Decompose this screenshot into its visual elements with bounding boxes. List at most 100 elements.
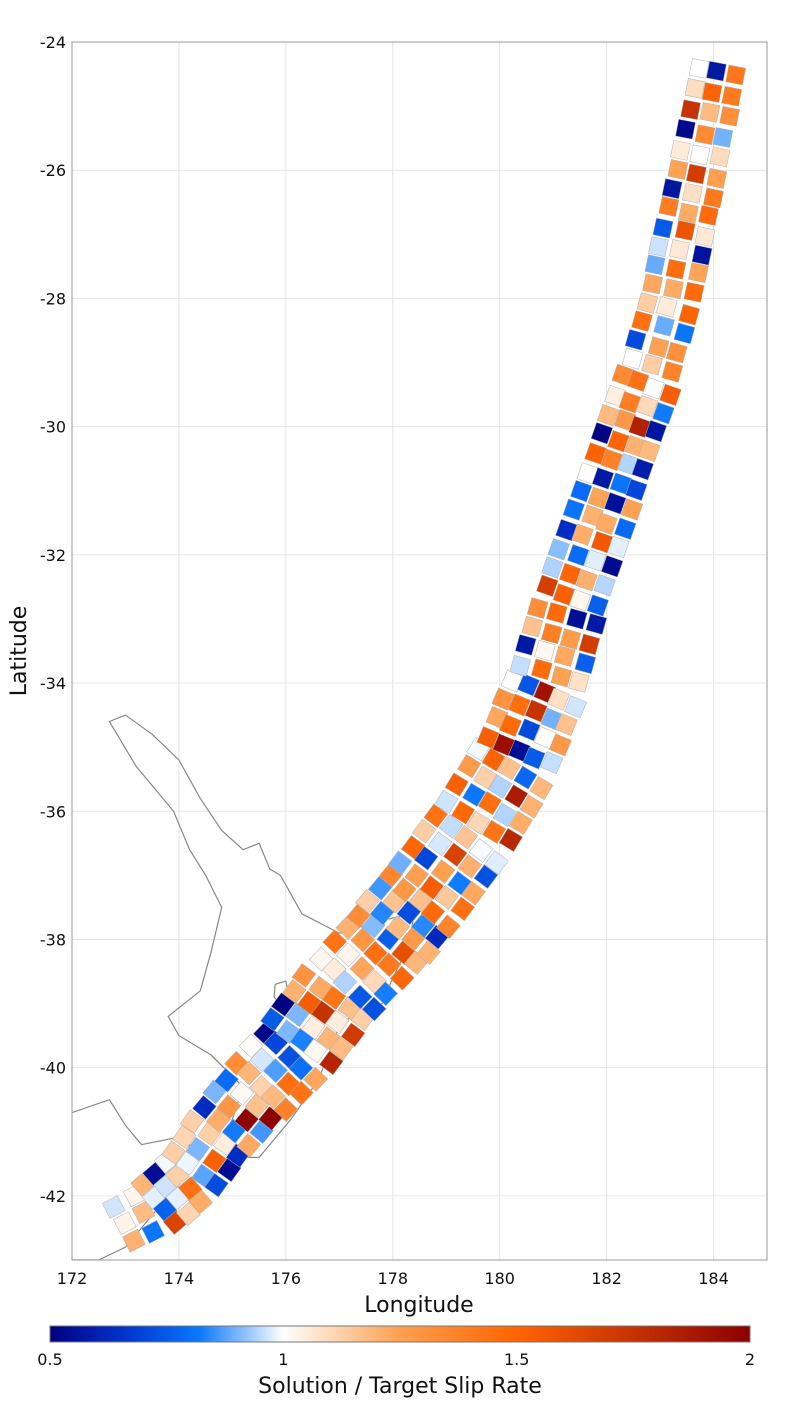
x-tick-label: 184 bbox=[698, 1269, 729, 1288]
colorbar-title: Solution / Target Slip Rate bbox=[258, 1374, 542, 1399]
fault-patch bbox=[488, 774, 513, 799]
fault-patch bbox=[665, 341, 688, 364]
fault-patch bbox=[396, 900, 422, 926]
fault-patch bbox=[709, 146, 731, 168]
fault-patch bbox=[101, 1195, 126, 1219]
colorbar bbox=[49, 1325, 751, 1343]
fault-patch bbox=[546, 602, 568, 624]
fault-patch bbox=[694, 124, 716, 145]
y-axis-title: Latitude bbox=[7, 606, 32, 697]
fault-patch bbox=[678, 303, 700, 326]
fault-patch bbox=[667, 159, 689, 180]
x-tick-label: 180 bbox=[484, 1269, 515, 1288]
fault-patch bbox=[703, 187, 724, 209]
fault-patch bbox=[684, 78, 706, 99]
fault-patch bbox=[607, 430, 630, 453]
fault-patch bbox=[202, 1148, 227, 1174]
fault-patch bbox=[652, 217, 674, 239]
fault-patch bbox=[521, 615, 544, 638]
fault-patch bbox=[497, 756, 522, 781]
fault-patch bbox=[719, 106, 740, 127]
fault-patch bbox=[192, 1095, 217, 1120]
y-tick-label: -24 bbox=[40, 33, 66, 52]
fault-patch bbox=[473, 864, 499, 889]
fault-patch bbox=[659, 383, 682, 407]
fault-patch bbox=[462, 782, 487, 807]
fault-patch bbox=[591, 467, 615, 490]
fault-patch bbox=[571, 523, 594, 546]
fault-patch bbox=[566, 608, 588, 630]
fault-patch bbox=[234, 1107, 259, 1133]
fault-patch bbox=[303, 1066, 329, 1092]
y-tick-label: -26 bbox=[40, 161, 66, 180]
colorbar-tick-label: 0.5 bbox=[37, 1350, 62, 1369]
fault-patch bbox=[524, 699, 548, 723]
fault-patch bbox=[618, 391, 641, 414]
y-tick-label: -36 bbox=[40, 802, 66, 821]
y-tick-labels: -24 -26 -28 -30 -32 -34 -36 -38 -40 -42 bbox=[40, 33, 66, 1206]
fault-patch bbox=[509, 655, 531, 677]
fault-patch bbox=[706, 168, 728, 189]
fault-patch bbox=[434, 885, 460, 910]
fault-patch bbox=[216, 1094, 242, 1120]
fault-patch bbox=[473, 765, 498, 790]
fault-patch bbox=[260, 1084, 286, 1109]
fault-patch bbox=[517, 673, 540, 697]
fault-patch bbox=[658, 196, 680, 217]
fault-patch bbox=[430, 859, 456, 884]
fault-patch bbox=[678, 202, 699, 224]
y-tick-label: -42 bbox=[40, 1187, 66, 1206]
fault-patch bbox=[335, 942, 361, 968]
fault-patch bbox=[529, 776, 554, 801]
fault-patch bbox=[491, 687, 515, 711]
fault-patch bbox=[385, 915, 411, 940]
fault-patch bbox=[725, 64, 746, 86]
fault-patch bbox=[466, 810, 491, 835]
fault-patch bbox=[476, 726, 500, 750]
fault-patch bbox=[332, 969, 358, 995]
fault-patch bbox=[404, 863, 429, 888]
fault-patch bbox=[644, 419, 667, 443]
fault-patch bbox=[141, 1220, 165, 1244]
fault-patch bbox=[443, 842, 468, 867]
fault-patch bbox=[526, 597, 549, 619]
x-tick-labels: 172 174 176 178 180 182 184 bbox=[57, 1269, 729, 1288]
fault-patch bbox=[373, 981, 398, 1007]
fault-patch bbox=[288, 1080, 314, 1106]
fault-patch bbox=[656, 296, 678, 318]
fault-patch bbox=[175, 1151, 200, 1176]
fault-patch bbox=[558, 562, 582, 586]
fault-patch bbox=[416, 940, 441, 966]
y-tick-label: -38 bbox=[40, 930, 66, 949]
fault-patch bbox=[641, 353, 663, 376]
fault-patch bbox=[477, 791, 502, 816]
fault-patch bbox=[689, 144, 711, 166]
fault-patch bbox=[600, 555, 624, 578]
fault-patch bbox=[513, 765, 538, 790]
fault-patch bbox=[444, 772, 469, 797]
fault-patch bbox=[457, 754, 482, 779]
fault-patch bbox=[282, 979, 307, 1004]
fault-patch bbox=[631, 310, 653, 332]
fault-patch bbox=[263, 1058, 288, 1084]
fault-patch bbox=[161, 1140, 186, 1165]
fault-patch bbox=[387, 850, 413, 876]
fault-patch bbox=[621, 347, 644, 370]
fault-patch bbox=[648, 236, 669, 258]
fault-patch bbox=[568, 671, 590, 693]
fault-patch bbox=[481, 747, 506, 772]
fault-patch bbox=[669, 239, 690, 260]
fault-patch bbox=[249, 1047, 275, 1073]
fault-patch bbox=[620, 498, 644, 521]
fault-patch bbox=[319, 1050, 344, 1076]
fault-patch bbox=[567, 544, 590, 567]
y-tick-label: -34 bbox=[40, 674, 66, 693]
fault-patch bbox=[607, 535, 630, 559]
fault-patch bbox=[685, 163, 707, 185]
fault-patch bbox=[647, 336, 670, 358]
fault-patch bbox=[507, 693, 531, 717]
fault-patch bbox=[522, 746, 546, 770]
fault-patch bbox=[288, 1055, 314, 1081]
fault-patch bbox=[642, 377, 665, 400]
fault-patch bbox=[596, 404, 620, 427]
